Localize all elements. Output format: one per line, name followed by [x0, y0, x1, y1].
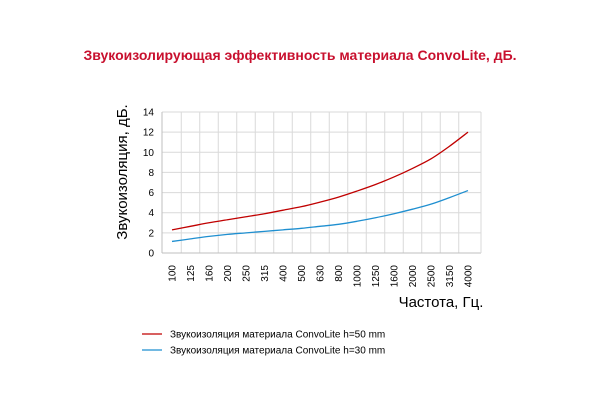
y-tick-label: 14 — [143, 108, 155, 119]
x-tick-label: 3150 — [445, 265, 456, 288]
x-tick-label: 125 — [186, 265, 197, 282]
y-tick-labels: 0 2 4 6 8 10 12 14 — [143, 108, 155, 260]
x-tick-label: 800 — [334, 265, 345, 282]
legend-label: Звукоизоляция материала ConvoLite h=50 m… — [170, 330, 385, 341]
legend: Звукоизоляция материала ConvoLite h=50 m… — [142, 330, 385, 357]
y-tick-label: 6 — [148, 188, 154, 199]
y-tick-label: 8 — [148, 168, 154, 179]
x-tick-label: 500 — [297, 265, 308, 282]
y-tick-label: 12 — [143, 128, 155, 139]
legend-label: Звукоизоляция материала ConvoLite h=30 m… — [170, 346, 385, 357]
axes-layer — [161, 112, 482, 254]
series-layer — [171, 131, 469, 243]
x-tick-label: 200 — [223, 265, 234, 282]
y-tick-label: 0 — [148, 249, 154, 260]
y-tick-label: 4 — [148, 208, 154, 219]
series-line-h50 — [171, 131, 469, 231]
x-tick-label: 1000 — [353, 265, 364, 288]
y-axis-title: Звукоизоляция, дБ. — [114, 104, 131, 239]
y-tick-label: 10 — [143, 148, 155, 159]
x-tick-label: 100 — [168, 265, 179, 282]
x-tick-label: 2000 — [408, 265, 419, 288]
x-tick-label: 400 — [279, 265, 290, 282]
x-tick-labels: 100 125 160 200 250 315 400 500 630 800 1000 1250 16… — [168, 265, 475, 288]
x-tick-label: 250 — [242, 265, 253, 282]
x-tick-label: 630 — [316, 265, 327, 282]
y-tick-label: 2 — [148, 228, 154, 239]
x-tick-label: 4000 — [464, 265, 475, 288]
x-axis-title: Частота, Гц. — [399, 294, 484, 311]
x-tick-label: 1250 — [371, 265, 382, 288]
grid-layer — [162, 111, 481, 254]
series-line-h30 — [171, 189, 469, 243]
chart-title: Звукоизолирующая эффективность материала… — [83, 47, 517, 63]
x-tick-label: 160 — [205, 265, 216, 282]
x-tick-label: 2500 — [427, 265, 438, 288]
x-tick-label: 315 — [260, 265, 271, 282]
x-tick-label: 1600 — [390, 265, 401, 288]
